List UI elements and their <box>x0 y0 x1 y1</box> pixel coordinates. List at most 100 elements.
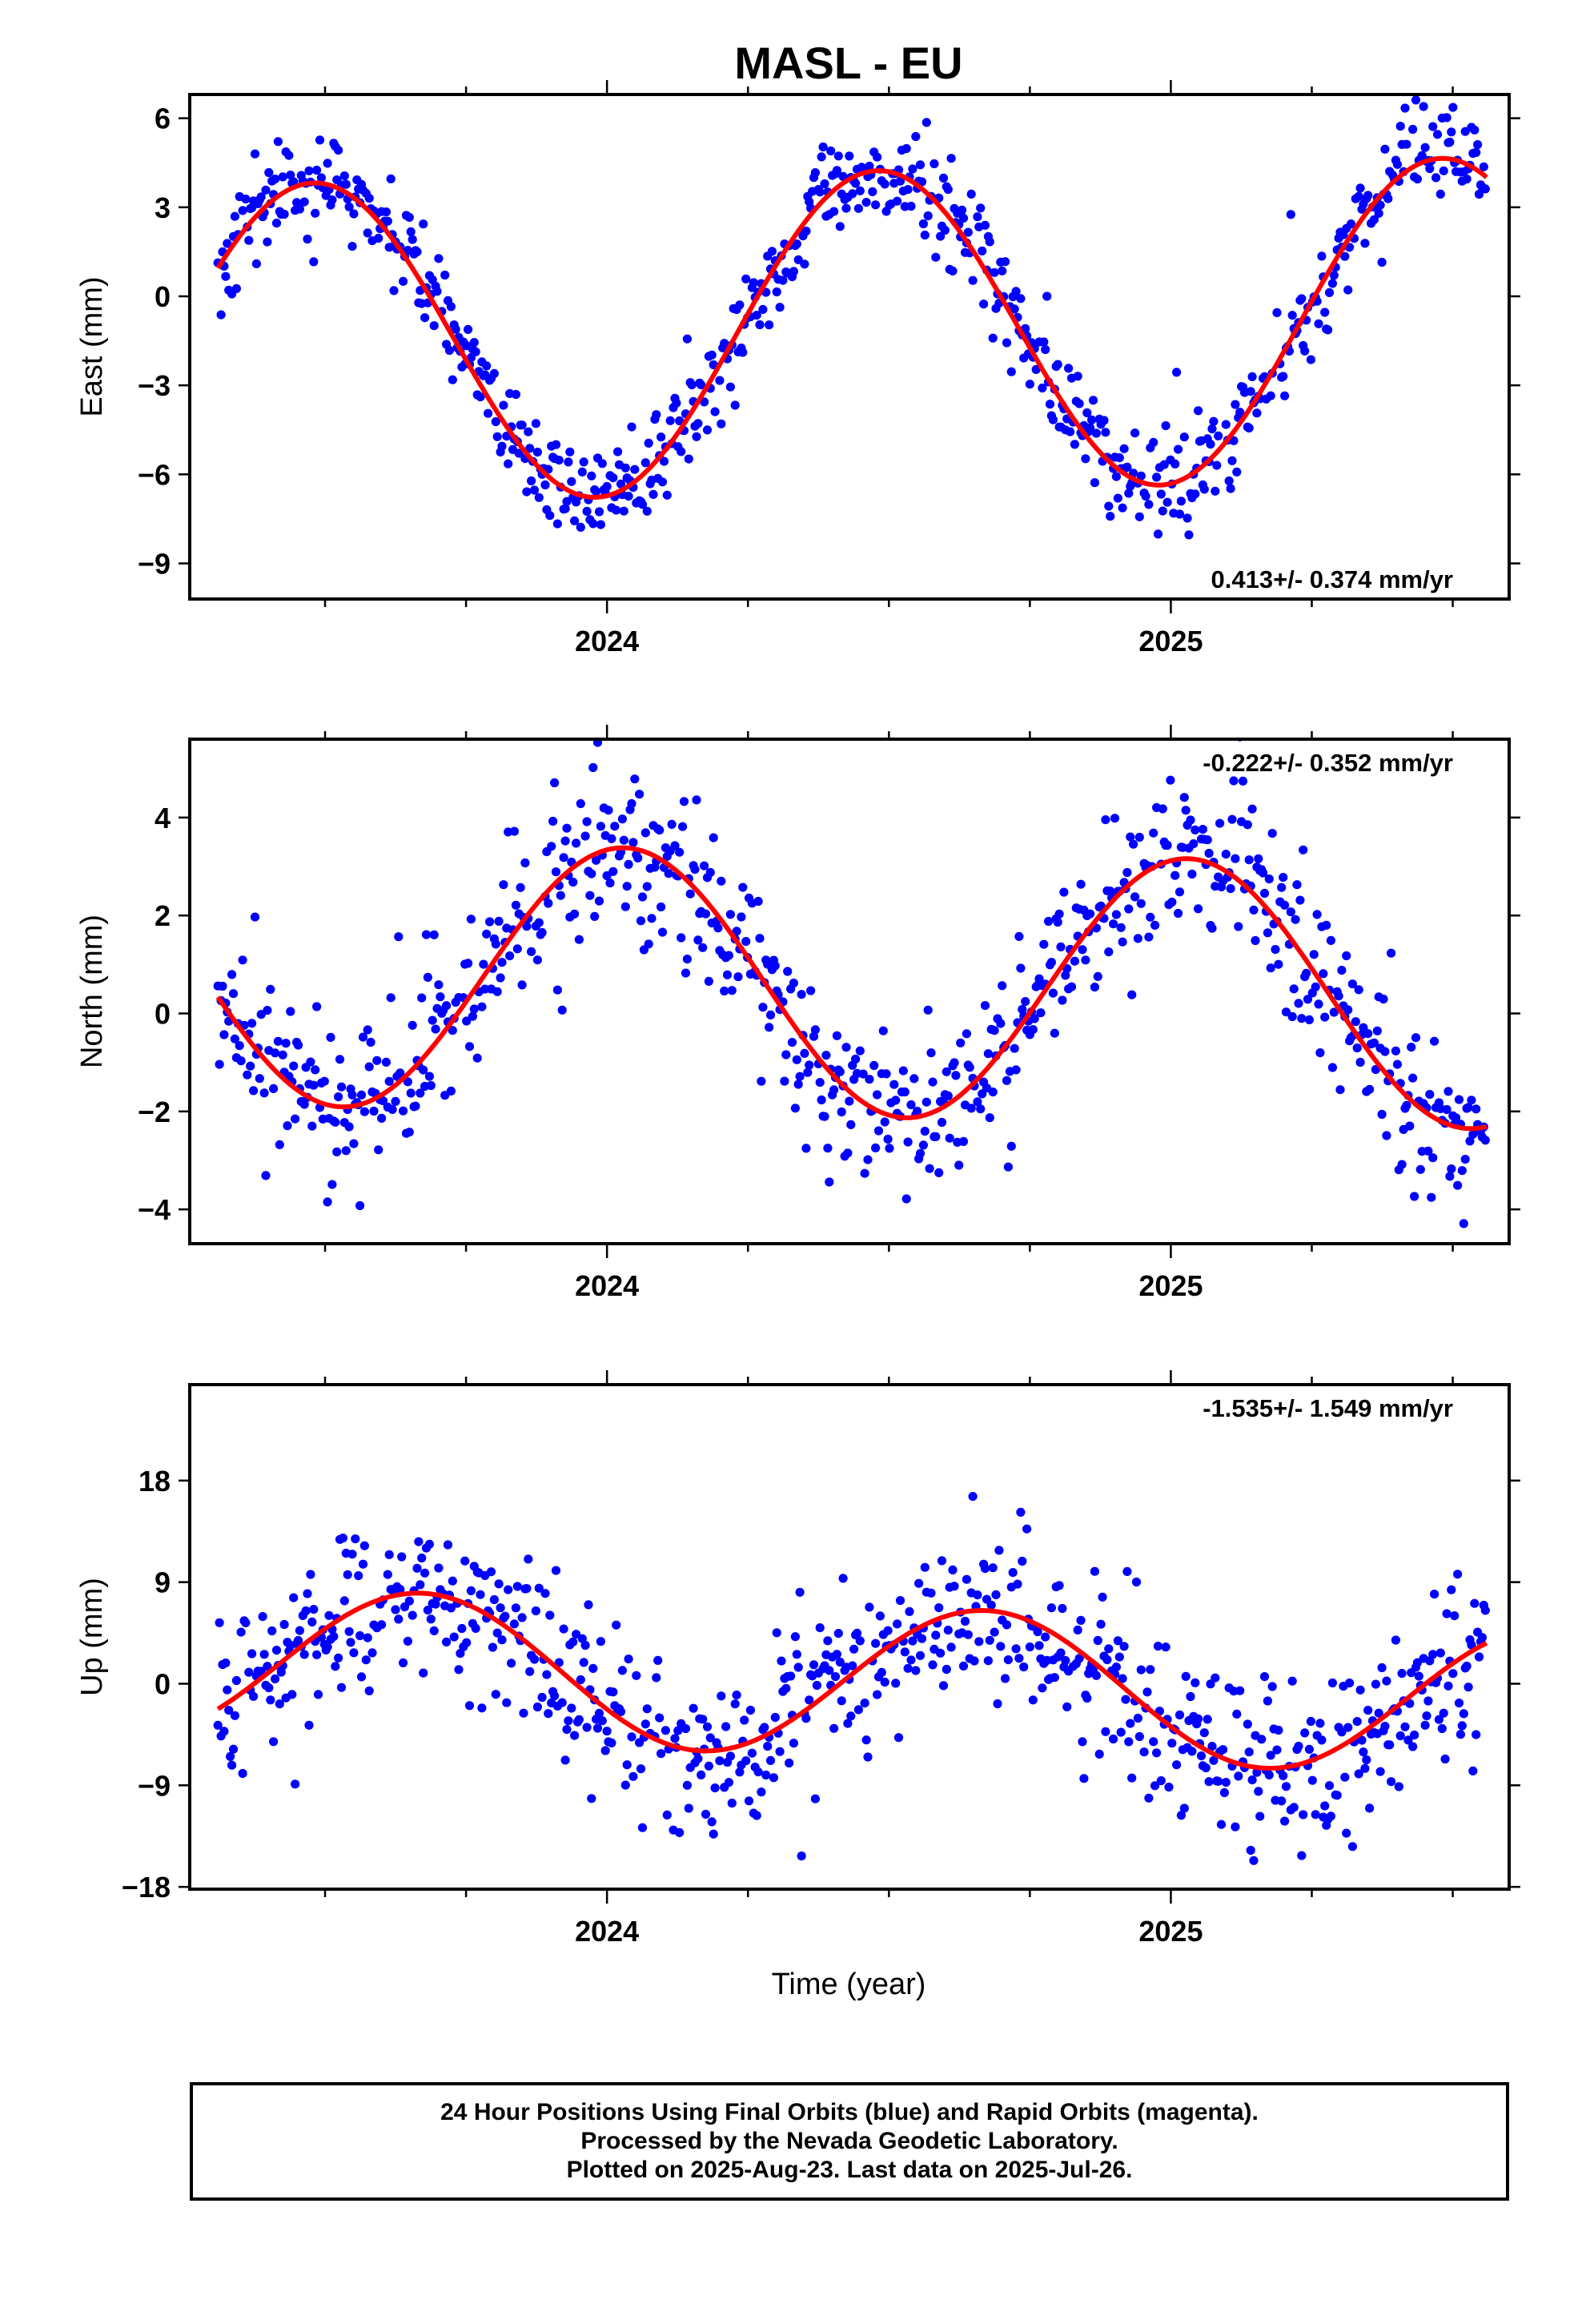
data-point <box>364 1686 374 1695</box>
data-point <box>426 1614 436 1624</box>
data-point <box>394 932 404 942</box>
data-point <box>429 321 439 331</box>
data-point <box>883 1626 893 1635</box>
data-point <box>557 1005 567 1015</box>
data-point <box>945 1133 954 1143</box>
data-point <box>477 1703 487 1713</box>
data-point <box>846 1711 856 1721</box>
data-point <box>255 1074 264 1084</box>
data-point <box>785 1758 794 1768</box>
data-point <box>901 1194 911 1204</box>
data-point <box>299 1650 309 1659</box>
data-point <box>1456 1730 1465 1739</box>
data-point <box>1460 1155 1470 1164</box>
data-point <box>619 506 628 516</box>
y-axis-title-up: Up (mm) <box>75 1578 109 1696</box>
data-point <box>875 1611 885 1621</box>
data-point <box>504 1585 513 1594</box>
data-point <box>903 185 913 195</box>
data-point <box>500 1611 510 1621</box>
data-point <box>1480 1606 1490 1615</box>
data-point <box>1130 892 1140 902</box>
data-point <box>1432 130 1443 139</box>
data-point <box>684 454 693 464</box>
data-point <box>873 1126 884 1136</box>
data-point <box>590 911 600 921</box>
data-point <box>1011 1644 1021 1654</box>
data-point <box>238 206 247 215</box>
data-point <box>1340 1772 1350 1782</box>
data-point <box>865 1602 874 1612</box>
x-tick-label: 2025 <box>1138 625 1203 657</box>
data-point <box>1442 113 1452 123</box>
data-point <box>1191 489 1200 499</box>
data-point <box>476 392 485 402</box>
data-point <box>524 1554 533 1564</box>
data-point <box>223 1685 232 1695</box>
data-point <box>1327 1678 1337 1688</box>
data-point <box>485 917 495 927</box>
data-point <box>1053 917 1062 927</box>
data-point <box>1136 471 1146 480</box>
data-point <box>293 1040 303 1050</box>
data-point <box>509 1619 520 1629</box>
data-point <box>408 235 417 244</box>
data-point <box>737 912 746 922</box>
data-point <box>815 1623 825 1633</box>
data-point <box>349 1139 359 1148</box>
data-point <box>832 1650 841 1659</box>
data-point <box>963 1630 973 1639</box>
data-point <box>391 1096 400 1106</box>
data-point <box>913 1107 922 1116</box>
data-point <box>642 1704 652 1714</box>
data-point <box>928 1660 938 1670</box>
data-point <box>460 1556 470 1566</box>
data-point <box>236 1056 246 1066</box>
data-point <box>1013 1579 1022 1589</box>
data-point <box>1050 1673 1059 1683</box>
data-point <box>1174 1710 1185 1720</box>
data-point <box>1443 1681 1453 1691</box>
data-point <box>710 407 720 416</box>
data-point <box>624 1655 633 1664</box>
data-point <box>336 1683 347 1692</box>
data-point <box>1414 1671 1423 1681</box>
data-point <box>261 185 271 195</box>
data-point <box>1377 1663 1387 1673</box>
data-point <box>1174 908 1183 919</box>
data-point <box>873 1690 882 1699</box>
data-point <box>1280 900 1290 910</box>
data-point <box>1235 1686 1245 1695</box>
data-point <box>677 933 686 943</box>
data-point <box>667 819 677 829</box>
data-point <box>991 1590 1001 1599</box>
data-point <box>1462 175 1472 184</box>
data-point <box>289 1061 299 1071</box>
data-point <box>1244 855 1254 865</box>
data-point <box>1126 832 1135 842</box>
data-point <box>1454 1699 1464 1708</box>
data-point <box>516 883 525 892</box>
data-point <box>369 1106 379 1116</box>
data-point <box>1056 942 1066 951</box>
data-point <box>1104 1644 1114 1654</box>
data-point <box>797 990 806 999</box>
data-point <box>1041 344 1050 355</box>
data-point <box>1252 408 1262 418</box>
axis-frame-north <box>188 738 1511 1245</box>
data-point <box>331 1662 340 1671</box>
data-point <box>520 858 530 868</box>
data-point <box>900 1087 909 1097</box>
data-point <box>937 1117 947 1128</box>
data-point <box>1473 140 1483 150</box>
data-point <box>837 1696 846 1706</box>
data-point <box>1259 1672 1270 1682</box>
data-point <box>1039 939 1049 949</box>
data-point <box>504 459 513 468</box>
data-point <box>529 1655 540 1664</box>
data-point <box>331 1117 340 1127</box>
data-point <box>767 247 777 256</box>
data-point <box>1467 1640 1476 1650</box>
data-point <box>1134 512 1144 521</box>
data-point <box>468 1011 478 1021</box>
